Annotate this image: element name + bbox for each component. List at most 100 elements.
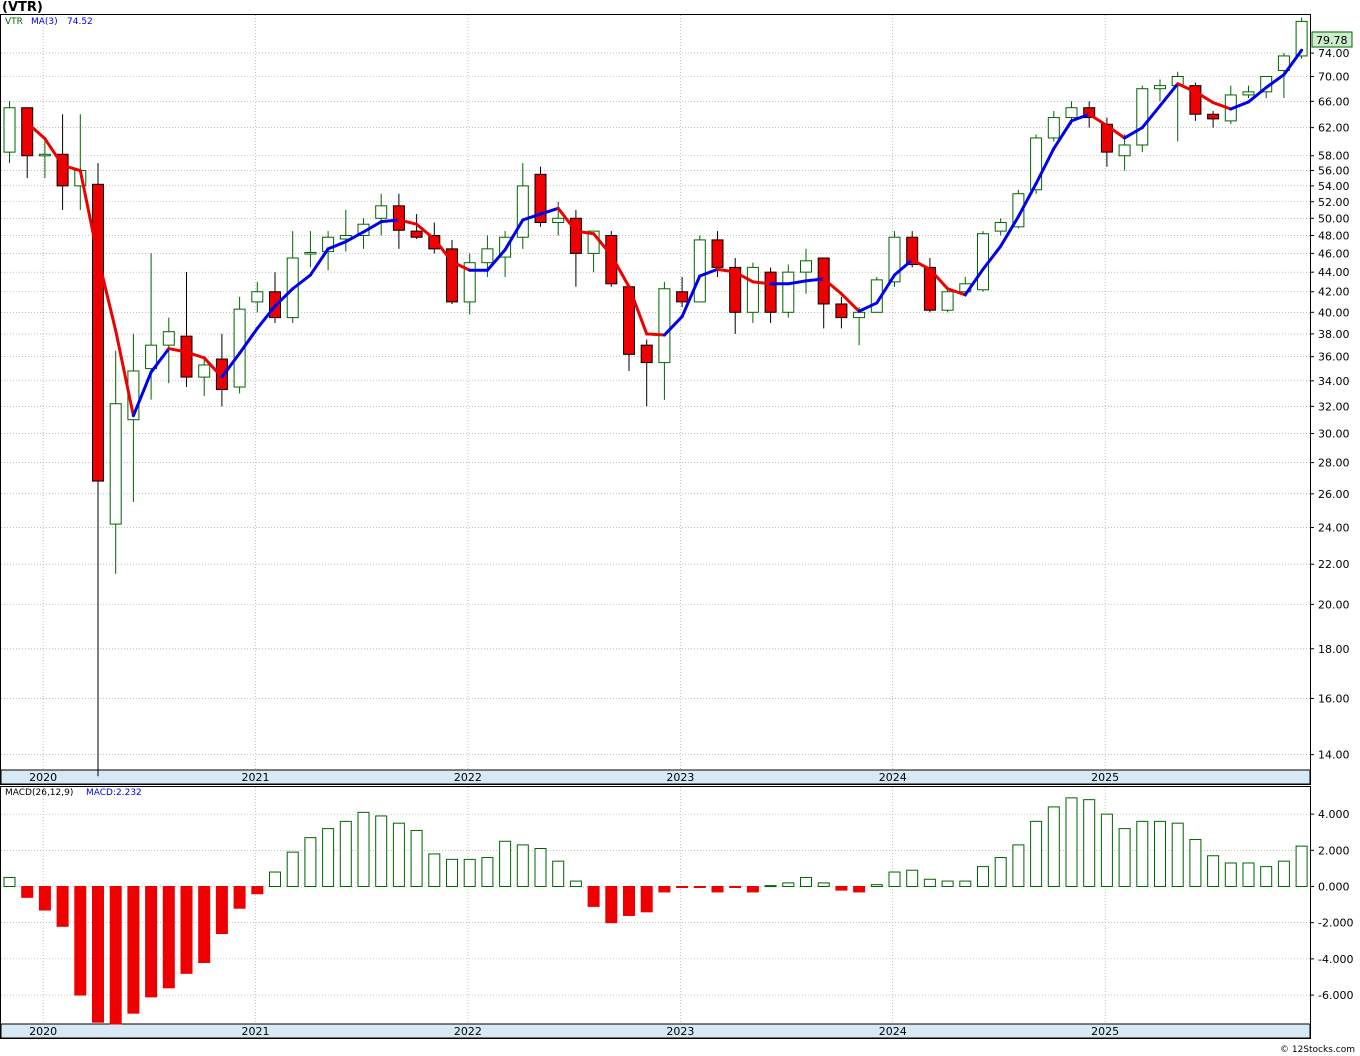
macd-bar xyxy=(640,886,653,913)
candle xyxy=(446,239,458,304)
ma3-line xyxy=(25,48,1304,418)
macd-bar xyxy=(74,886,87,996)
macd-bar xyxy=(1295,845,1308,888)
price-tick-label: 74.00 xyxy=(1318,47,1350,60)
candle-body xyxy=(428,234,441,250)
macd-bar xyxy=(1224,862,1237,888)
candle-body xyxy=(145,344,158,370)
candle xyxy=(463,253,476,315)
ma3-segment xyxy=(131,370,153,418)
ma3-segment xyxy=(167,347,188,354)
macd-x-axis-band xyxy=(0,1023,1311,1039)
candle-body xyxy=(481,248,494,264)
ma3-segment xyxy=(485,248,507,272)
ma3-segment xyxy=(308,247,330,277)
ma3-segment xyxy=(910,258,932,271)
macd-bar xyxy=(800,876,812,888)
macd-bar xyxy=(375,815,388,888)
macd-bar xyxy=(1030,820,1043,888)
candle-body xyxy=(322,236,335,253)
macd-tick-label: 2.000 xyxy=(1318,844,1350,857)
candle-body xyxy=(552,217,565,224)
candle xyxy=(923,258,936,313)
candle-body xyxy=(888,236,901,283)
macd-bar xyxy=(1171,822,1184,888)
candle-body xyxy=(21,107,34,157)
candle xyxy=(640,339,653,407)
price-tick-label: 30.00 xyxy=(1318,428,1350,441)
macd-panel xyxy=(0,786,1311,1039)
candle xyxy=(1136,85,1149,153)
candle-body xyxy=(764,271,777,313)
ma3-segment xyxy=(379,218,401,224)
ma3-segment xyxy=(839,292,861,313)
candle xyxy=(1207,110,1220,128)
macd-bar xyxy=(941,880,954,888)
price-tick-label: 16.00 xyxy=(1318,692,1350,705)
candle-body xyxy=(906,236,919,266)
macd-bar xyxy=(1189,838,1202,888)
macd-bar xyxy=(215,886,228,935)
candle-body xyxy=(392,205,405,231)
candle xyxy=(941,286,954,313)
macd-bar xyxy=(906,869,919,888)
ma3-segment xyxy=(291,273,312,291)
candle xyxy=(516,163,529,249)
candle xyxy=(569,209,582,287)
ma3-segment xyxy=(1070,112,1091,123)
candle xyxy=(410,214,423,240)
macd-bar xyxy=(959,880,972,888)
ma3-segment xyxy=(415,222,436,241)
macd-bar xyxy=(1277,860,1290,888)
candle-body xyxy=(3,107,16,153)
price-tick-label: 58.00 xyxy=(1318,150,1350,163)
macd-legend-label: MACD(26,12,9) xyxy=(5,788,73,798)
candle-body xyxy=(977,233,989,291)
macd-bar xyxy=(198,886,211,963)
price-tick-label: 28.00 xyxy=(1318,457,1350,470)
last-price-tag: 79.78 xyxy=(1311,31,1353,48)
candle-body xyxy=(711,239,724,268)
price-tick-label: 26.00 xyxy=(1318,488,1350,501)
macd-bar xyxy=(729,886,742,889)
macd-bar xyxy=(817,882,830,888)
ma3-segment xyxy=(397,218,419,226)
candle-body xyxy=(1295,20,1308,57)
ma3-segment xyxy=(432,237,454,264)
macd-bar xyxy=(251,886,264,895)
ma3-segment xyxy=(662,315,684,337)
chart-symbol-title: (VTR) xyxy=(2,0,43,15)
price-tick-label: 20.00 xyxy=(1318,598,1350,611)
macd-year-label: 2024 xyxy=(879,1025,907,1038)
ma3-segment xyxy=(698,267,719,278)
candle xyxy=(1154,79,1166,102)
macd-bar xyxy=(339,820,352,888)
candle xyxy=(605,231,618,287)
price-x-axis-band xyxy=(0,769,1311,785)
price-tick-label: 34.00 xyxy=(1318,375,1350,388)
legend-ma-value: 74.52 xyxy=(67,17,93,27)
macd-bar xyxy=(676,886,689,889)
candle xyxy=(215,333,228,407)
price-x-axis: 2020 2021 2022 2023 2024 2025 xyxy=(29,771,1119,784)
candle xyxy=(800,248,812,294)
candle xyxy=(1047,110,1060,142)
price-tick-label: 52.00 xyxy=(1318,196,1350,209)
macd-tick-label: -2.000 xyxy=(1318,917,1353,930)
candle-body xyxy=(162,331,175,346)
macd-bar xyxy=(428,853,441,888)
ma3-segment xyxy=(946,287,967,297)
candle-body xyxy=(676,291,689,303)
macd-tick-label: -6.000 xyxy=(1318,989,1353,1002)
price-y-axis: 14.00 16.00 18.00 20.00 22.00 24.00 26.00 28.00… xyxy=(1310,47,1350,762)
candle xyxy=(1118,134,1131,171)
candle-body xyxy=(693,239,706,303)
macd-bar xyxy=(357,811,370,888)
ma3-segment xyxy=(1140,104,1162,130)
candle xyxy=(746,262,759,323)
macd-bar xyxy=(499,840,512,888)
price-tick-label: 32.00 xyxy=(1318,400,1350,413)
macd-bar xyxy=(977,866,989,888)
candle-body xyxy=(1047,117,1060,139)
price-tick-label: 50.00 xyxy=(1318,212,1350,225)
